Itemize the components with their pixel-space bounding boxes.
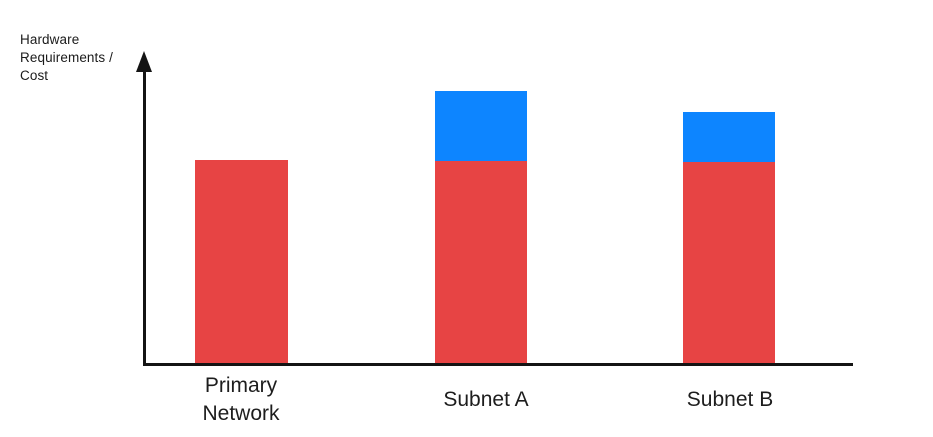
y-axis-title: Hardware Requirements / Cost [20,31,113,85]
bar-segment-red [435,161,527,363]
category-label-subnet-a: Subnet A [443,388,529,411]
category-label-subnet-b: Subnet B [686,388,774,411]
y-axis-title-line: Requirements / [20,50,113,65]
y-axis-title-line: Cost [20,68,49,83]
category-label-primary-network: Primary Network [202,374,280,425]
bar-segment-blue [435,91,527,161]
x-axis-line [143,363,853,366]
bar-segment-red [195,160,288,363]
bar-subnet-b [683,112,775,363]
y-axis-title-line: Hardware [20,32,80,47]
bar-primary-network [195,160,288,363]
y-axis-line [143,64,146,365]
y-axis-arrowhead-icon [136,51,152,72]
bar-subnet-a [435,91,527,363]
bar-segment-blue [683,112,775,162]
bar-segment-red [683,162,775,363]
